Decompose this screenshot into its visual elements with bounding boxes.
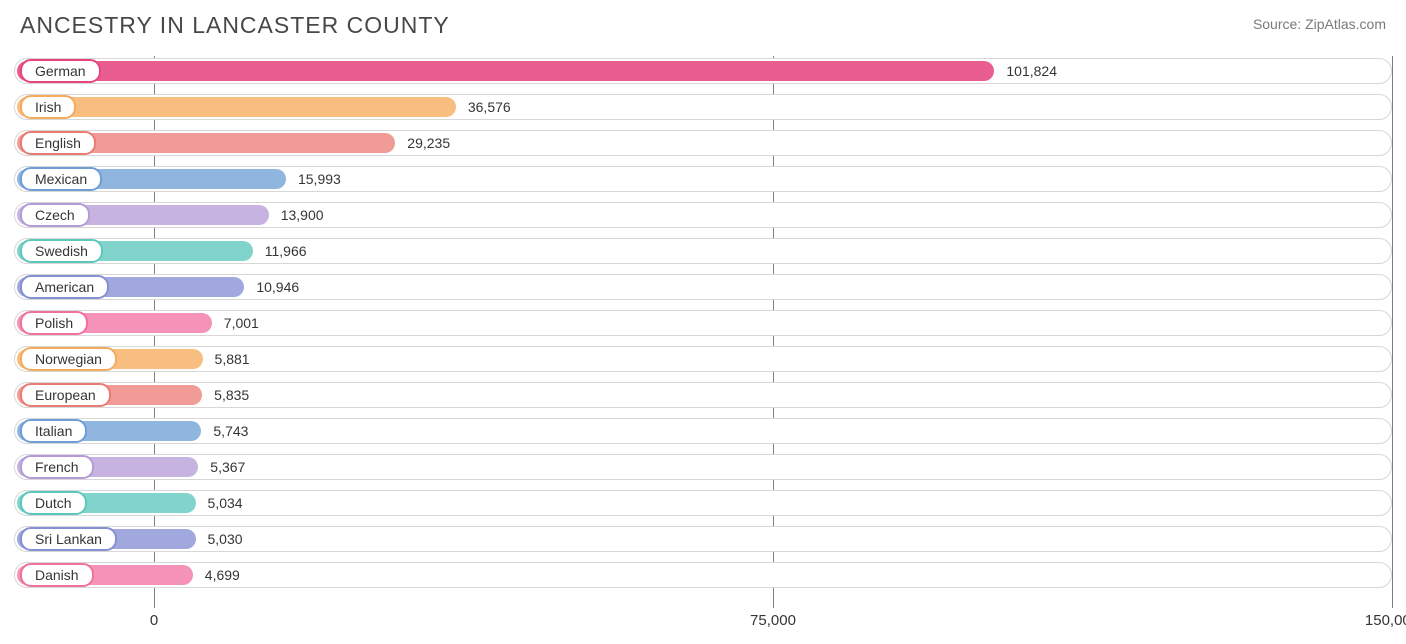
bar-row: American 10,946 (14, 272, 1392, 302)
bar-value-label: 5,743 (213, 423, 248, 439)
x-axis-tick-label: 0 (150, 612, 158, 629)
bar-category-pill: Sri Lankan (20, 527, 117, 551)
bar-value-label: 5,030 (208, 531, 243, 547)
chart-source: Source: ZipAtlas.com (1253, 16, 1386, 32)
bar-category-pill: Norwegian (20, 347, 117, 371)
bar-value-label: 4,699 (205, 567, 240, 583)
bar-category-pill: Dutch (20, 491, 87, 515)
bar-value-label: 11,966 (265, 243, 307, 259)
bar-category-pill: Danish (20, 563, 94, 587)
bar-row: Polish 7,001 (14, 308, 1392, 338)
chart-plot: German 101,824 Irish 36,576 English 29,235 Mex… (14, 56, 1392, 608)
bar-row: Sri Lankan 5,030 (14, 524, 1392, 554)
chart-title: ANCESTRY IN LANCASTER COUNTY (20, 12, 450, 39)
x-axis-tick-label: 75,000 (750, 612, 796, 629)
chart-area: German 101,824 Irish 36,576 English 29,235 Mex… (14, 56, 1392, 608)
bar-value-label: 13,900 (281, 207, 324, 223)
bar-category-pill: Polish (20, 311, 88, 335)
bar-row: European 5,835 (14, 380, 1392, 410)
bar-category-pill: French (20, 455, 94, 479)
bar-value-label: 29,235 (407, 135, 450, 151)
bar-row: Czech 13,900 (14, 200, 1392, 230)
bar-fill (17, 97, 456, 117)
bar-row: Italian 5,743 (14, 416, 1392, 446)
bar-row: Mexican 15,993 (14, 164, 1392, 194)
chart-header: ANCESTRY IN LANCASTER COUNTY Source: Zip… (0, 0, 1406, 47)
bar-row: Swedish 11,966 (14, 236, 1392, 266)
bar-row: Dutch 5,034 (14, 488, 1392, 518)
bar-category-pill: European (20, 383, 111, 407)
bar-value-label: 5,367 (210, 459, 245, 475)
bar-value-label: 5,881 (215, 351, 250, 367)
bar-value-label: 36,576 (468, 99, 511, 115)
bar-value-label: 5,034 (208, 495, 243, 511)
bar-fill (17, 61, 994, 81)
bar-category-pill: Irish (20, 95, 76, 119)
bar-track (14, 310, 1392, 336)
gridline (1392, 56, 1393, 608)
bar-value-label: 7,001 (224, 315, 259, 331)
bar-category-pill: German (20, 59, 101, 83)
bar-category-pill: Czech (20, 203, 90, 227)
bar-row: Norwegian 5,881 (14, 344, 1392, 374)
bar-row: English 29,235 (14, 128, 1392, 158)
bar-value-label: 10,946 (256, 279, 299, 295)
bar-row: German 101,824 (14, 56, 1392, 86)
bar-value-label: 15,993 (298, 171, 341, 187)
bar-value-label: 101,824 (1006, 63, 1057, 79)
bar-row: Irish 36,576 (14, 92, 1392, 122)
bar-row: French 5,367 (14, 452, 1392, 482)
bar-category-pill: English (20, 131, 96, 155)
bar-category-pill: Italian (20, 419, 87, 443)
x-axis-tick-label: 150,000 (1365, 612, 1406, 629)
bar-category-pill: American (20, 275, 109, 299)
bar-category-pill: Mexican (20, 167, 102, 191)
bar-value-label: 5,835 (214, 387, 249, 403)
bar-row: Danish 4,699 (14, 560, 1392, 590)
x-axis: 075,000150,000 (14, 612, 1392, 636)
bar-category-pill: Swedish (20, 239, 103, 263)
